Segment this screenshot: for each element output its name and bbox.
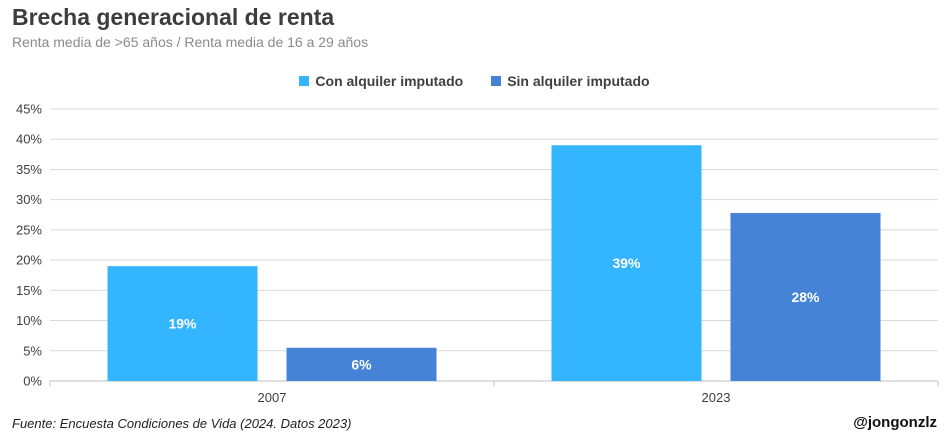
y-tick-label: 45% xyxy=(16,102,42,117)
x-tick-label: 2023 xyxy=(702,390,731,405)
y-tick-label: 10% xyxy=(16,313,42,328)
legend-label-sin-alquiler: Sin alquiler imputado xyxy=(507,73,650,89)
y-tick-label: 20% xyxy=(16,253,42,268)
y-tick-label: 0% xyxy=(23,374,42,389)
chart-subtitle: Renta media de >65 años / Renta media de… xyxy=(12,34,369,50)
bar xyxy=(107,266,258,381)
bar xyxy=(730,212,881,381)
bar-data-label: 28% xyxy=(791,289,820,305)
chart-legend: Con alquiler imputado Sin alquiler imput… xyxy=(0,73,949,89)
y-tick-label: 30% xyxy=(16,192,42,207)
bar-data-label: 39% xyxy=(612,255,641,271)
legend-label-con-alquiler: Con alquiler imputado xyxy=(315,73,464,89)
bar-data-label: 19% xyxy=(168,316,197,332)
chart-title: Brecha generacional de renta xyxy=(12,4,335,30)
bar xyxy=(286,347,437,381)
x-tick-label: 2007 xyxy=(258,390,287,405)
author-handle: @jongonzlz xyxy=(853,414,937,431)
bar-data-label: 6% xyxy=(351,356,372,372)
legend-item-sin-alquiler: Sin alquiler imputado xyxy=(491,73,650,89)
bar xyxy=(551,145,702,381)
y-tick-label: 15% xyxy=(16,283,42,298)
legend-swatch-con-alquiler xyxy=(299,76,310,86)
y-tick-label: 5% xyxy=(23,343,42,358)
y-tick-label: 25% xyxy=(16,222,42,237)
y-tick-label: 40% xyxy=(16,132,42,147)
y-tick-label: 35% xyxy=(16,162,42,177)
legend-swatch-sin-alquiler xyxy=(491,76,502,86)
legend-item-con-alquiler: Con alquiler imputado xyxy=(299,73,463,89)
source-note: Fuente: Encuesta Condiciones de Vida (20… xyxy=(12,416,352,431)
